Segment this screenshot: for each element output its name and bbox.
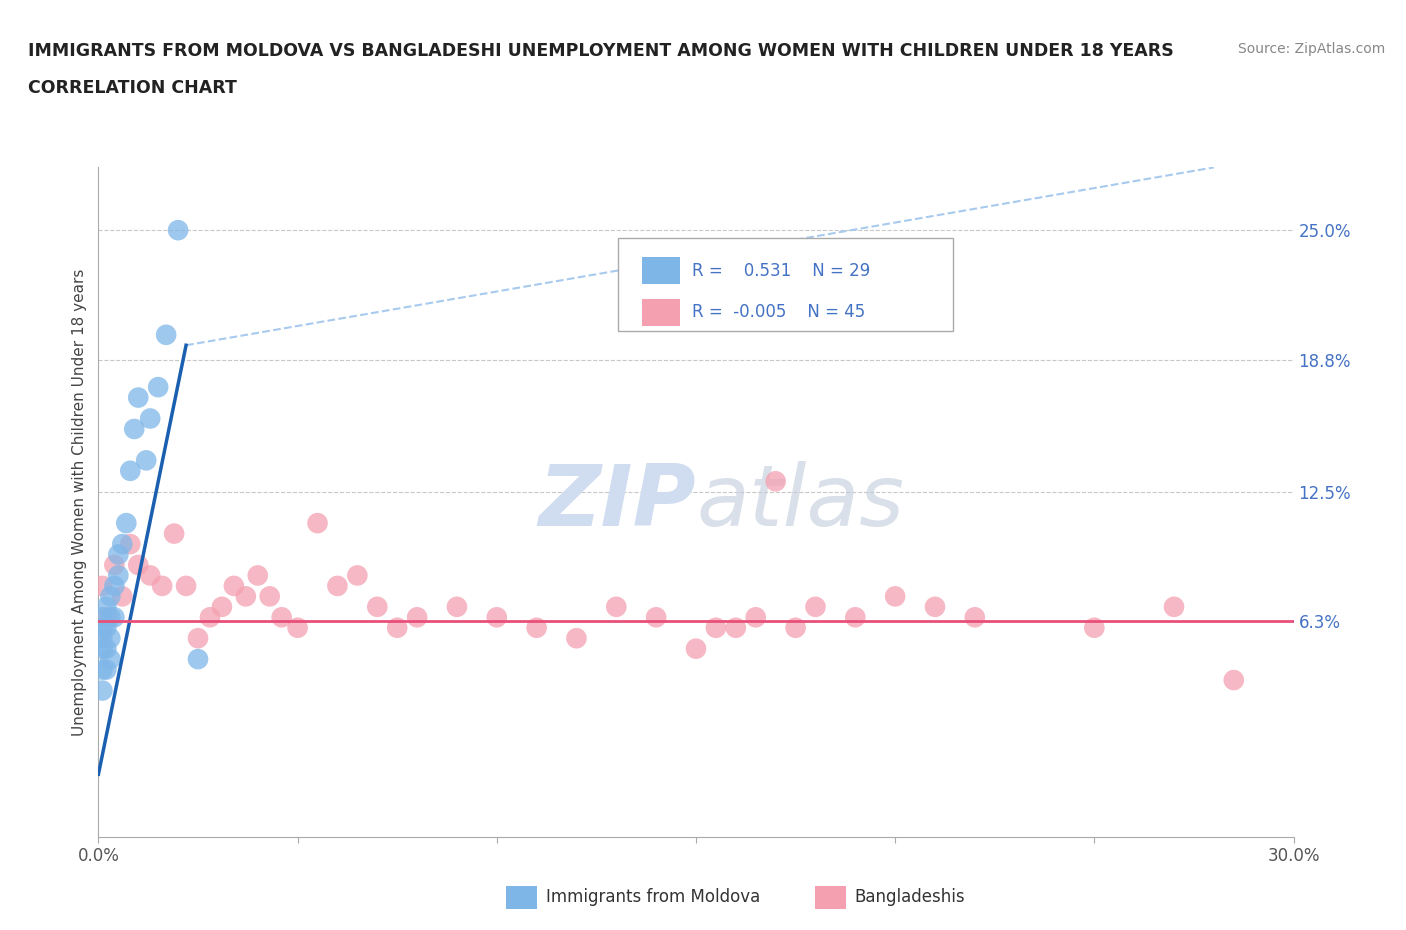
Point xyxy=(91,578,114,593)
Point xyxy=(115,516,138,531)
Point xyxy=(307,516,329,531)
Point xyxy=(1083,620,1105,635)
Point xyxy=(120,463,142,478)
Point xyxy=(1163,600,1185,615)
Point xyxy=(100,589,122,604)
Point xyxy=(91,684,114,698)
Point xyxy=(100,652,122,667)
Point xyxy=(124,421,146,436)
Point xyxy=(1222,672,1246,687)
Point xyxy=(745,610,768,625)
Point xyxy=(406,610,429,625)
Text: IMMIGRANTS FROM MOLDOVA VS BANGLADESHI UNEMPLOYMENT AMONG WOMEN WITH CHILDREN UN: IMMIGRANTS FROM MOLDOVA VS BANGLADESHI U… xyxy=(28,42,1174,60)
Point xyxy=(246,568,269,583)
Point xyxy=(804,600,827,615)
Point xyxy=(91,662,114,677)
Point xyxy=(366,600,388,615)
Point xyxy=(96,610,118,625)
Point xyxy=(127,558,149,573)
Point xyxy=(685,642,707,657)
Point xyxy=(103,558,125,573)
Point xyxy=(287,620,309,635)
Point xyxy=(107,568,129,583)
Point xyxy=(844,610,866,625)
Point xyxy=(963,610,986,625)
Point xyxy=(103,610,125,625)
Point xyxy=(326,578,349,593)
Point xyxy=(96,662,118,677)
Point xyxy=(485,610,508,625)
Point xyxy=(111,537,134,551)
Text: Immigrants from Moldova: Immigrants from Moldova xyxy=(546,887,759,906)
Point xyxy=(785,620,807,635)
Point xyxy=(174,578,197,593)
Point xyxy=(163,526,186,541)
Point xyxy=(155,327,177,342)
Point xyxy=(91,631,114,645)
Point xyxy=(91,620,114,635)
Point xyxy=(884,589,907,604)
Point xyxy=(259,589,281,604)
Point xyxy=(100,610,122,625)
Text: ZIP: ZIP xyxy=(538,460,696,544)
Text: Bangladeshis: Bangladeshis xyxy=(855,887,966,906)
Text: R =    0.531    N = 29: R = 0.531 N = 29 xyxy=(692,261,870,280)
Text: CORRELATION CHART: CORRELATION CHART xyxy=(28,79,238,97)
Text: Source: ZipAtlas.com: Source: ZipAtlas.com xyxy=(1237,42,1385,56)
Point xyxy=(111,589,134,604)
Point xyxy=(924,600,946,615)
Point xyxy=(187,631,209,645)
Y-axis label: Unemployment Among Women with Children Under 18 years: Unemployment Among Women with Children U… xyxy=(72,269,87,736)
Point xyxy=(150,578,173,593)
Point xyxy=(765,474,787,489)
Point xyxy=(127,391,149,405)
Point xyxy=(167,223,190,238)
Point xyxy=(446,600,468,615)
Point xyxy=(139,568,162,583)
Point xyxy=(91,642,114,657)
Point xyxy=(139,411,162,426)
Point xyxy=(565,631,588,645)
Point xyxy=(91,610,114,625)
Bar xyxy=(643,257,681,284)
Point xyxy=(120,537,142,551)
Point xyxy=(96,600,118,615)
Point xyxy=(704,620,727,635)
Point xyxy=(96,642,118,657)
Point xyxy=(526,620,548,635)
Point xyxy=(346,568,368,583)
Point xyxy=(96,620,118,635)
Text: R =  -0.005    N = 45: R = -0.005 N = 45 xyxy=(692,303,866,321)
Point xyxy=(198,610,221,625)
Point xyxy=(385,620,409,635)
Point xyxy=(187,652,209,667)
Point xyxy=(211,600,233,615)
FancyBboxPatch shape xyxy=(619,238,953,331)
Point xyxy=(235,589,257,604)
Point xyxy=(222,578,245,593)
Text: atlas: atlas xyxy=(696,460,904,544)
Point xyxy=(724,620,747,635)
Point xyxy=(100,631,122,645)
Point xyxy=(107,547,129,562)
Point xyxy=(103,578,125,593)
Point xyxy=(270,610,292,625)
Point xyxy=(605,600,627,615)
Bar xyxy=(643,299,681,326)
Point xyxy=(148,379,170,394)
Point xyxy=(135,453,157,468)
Point xyxy=(645,610,668,625)
